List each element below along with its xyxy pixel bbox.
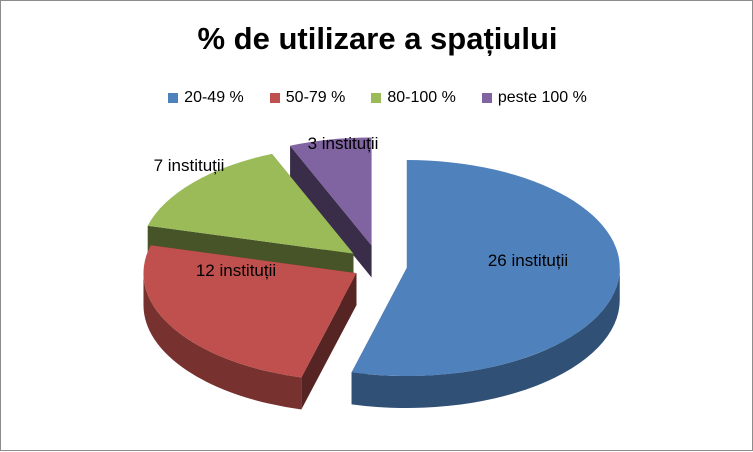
legend-item: 50-79 % — [269, 89, 346, 107]
legend-label: 20-49 % — [184, 89, 244, 106]
pie-slice — [290, 137, 372, 246]
pie-slice-side — [143, 273, 302, 410]
pie-slice — [147, 153, 354, 254]
legend-item: 80-100 % — [371, 89, 456, 107]
legend-swatch — [168, 93, 179, 103]
pie-slice-wall — [290, 145, 372, 278]
legend-item: peste 100 % — [481, 89, 587, 107]
legend-label: peste 100 % — [497, 89, 587, 106]
legend-label: 80-100 % — [387, 89, 456, 106]
slice-data-label: 7 instituții — [154, 156, 225, 175]
legend-swatch — [269, 93, 280, 103]
pie-slice-wall — [301, 273, 357, 410]
chart-title: % de utilizare a spațiului — [197, 21, 558, 56]
legend-item: 20-49 % — [168, 89, 244, 107]
pie-slice-group — [290, 137, 372, 278]
pie-slice-group — [351, 160, 620, 409]
legend: 20-49 % 50-79 % 80-100 % peste 100 % — [1, 89, 753, 107]
slice-data-label: 26 instituții — [488, 251, 568, 270]
pie-slice — [143, 245, 357, 378]
legend-swatch — [481, 93, 492, 103]
pie-slice — [351, 160, 620, 377]
legend-swatch — [371, 93, 382, 103]
slice-data-label: 12 instituții — [196, 261, 276, 280]
slice-data-label: 3 instituții — [308, 134, 379, 153]
legend-label: 50-79 % — [285, 89, 346, 106]
pie-slice-side — [351, 268, 620, 409]
pie-slice-group — [143, 245, 357, 410]
